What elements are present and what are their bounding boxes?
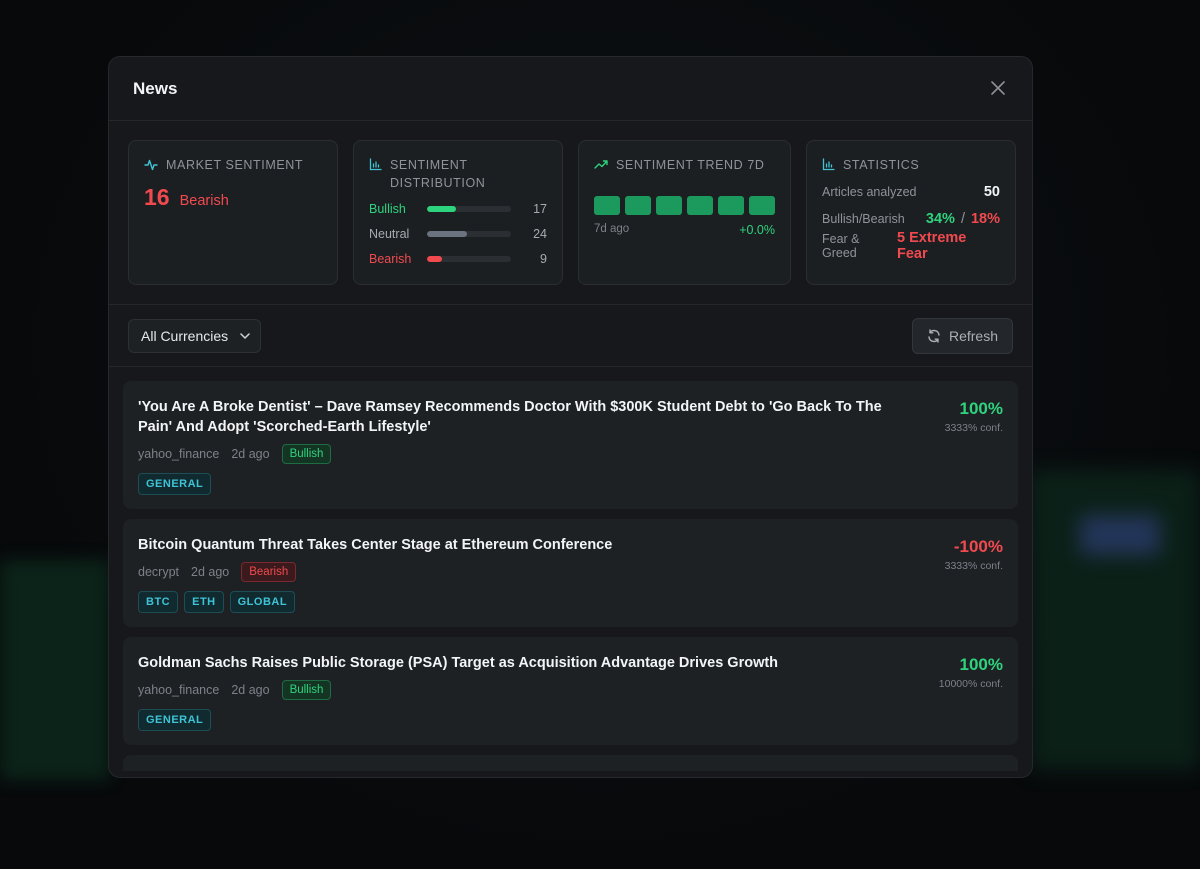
statistics-title: STATISTICS xyxy=(843,158,920,172)
news-source: yahoo_finance xyxy=(138,447,220,461)
currency-tag[interactable]: ETH xyxy=(184,591,224,613)
dist-bar xyxy=(427,230,511,237)
dist-label: Neutral xyxy=(369,226,410,241)
refresh-icon xyxy=(928,328,940,343)
currency-tag[interactable]: GENERAL xyxy=(138,473,212,495)
fear-greed-value: 5 Extreme Fear xyxy=(897,230,967,262)
dist-row-neutral: Neutral 24 xyxy=(369,225,547,242)
close-icon xyxy=(991,80,1005,95)
news-time: 2d ago xyxy=(231,683,270,697)
sentiment-label: Bearish xyxy=(179,193,229,209)
trend-day-block xyxy=(656,196,682,215)
statistics-card: STATISTICS Articles analyzed 50 Bullish/… xyxy=(806,140,1016,285)
articles-value: 50 xyxy=(983,184,1000,200)
trend-title: SENTIMENT TREND 7D xyxy=(616,158,765,172)
news-item-peek xyxy=(123,755,1018,771)
confidence: 10000% conf. xyxy=(938,678,1003,690)
sentiment-badge: Bullish xyxy=(281,680,332,700)
dist-count: 24 xyxy=(533,226,547,241)
trend-day-block xyxy=(718,196,744,215)
toolbar: All Currencies Refresh xyxy=(109,305,1032,367)
news-item[interactable]: 'You Are A Broke Dentist' – Dave Ramsey … xyxy=(123,381,1018,509)
trend-day-block xyxy=(749,196,775,215)
modal-header: News xyxy=(109,57,1032,121)
trending-up-icon xyxy=(594,160,608,169)
sentiment-trend-card: SENTIMENT TREND 7D 7d ago +0.0% xyxy=(578,140,791,285)
currency-tag[interactable]: GLOBAL xyxy=(229,591,296,613)
news-source: yahoo_finance xyxy=(138,683,220,697)
currency-select-value: All Currencies xyxy=(141,327,229,344)
news-list: 'You Are A Broke Dentist' – Dave Ramsey … xyxy=(109,367,1032,771)
dist-fill xyxy=(427,205,456,212)
sentiment-badge: Bullish xyxy=(281,444,332,464)
close-button[interactable] xyxy=(988,79,1008,99)
sentiment-score: 16 xyxy=(144,184,170,210)
ratio-separator: / xyxy=(960,211,965,227)
activity-icon xyxy=(144,159,158,171)
stats-panel: MARKET SENTIMENT 16 Bearish SENTIMENT DI… xyxy=(109,121,1032,305)
trend-change: +0.0% xyxy=(739,223,775,237)
currency-select[interactable]: All Currencies xyxy=(128,318,262,353)
sentiment-badge: Bearish xyxy=(241,562,297,582)
trend-start-label: 7d ago xyxy=(594,223,630,235)
sentiment-score: -100% xyxy=(953,537,1003,556)
dist-bar xyxy=(427,205,511,212)
confidence: 3333% conf. xyxy=(944,422,1003,434)
dist-fill xyxy=(427,230,468,237)
dist-count: 17 xyxy=(533,201,547,216)
articles-label: Articles analyzed xyxy=(822,185,917,199)
chevron-down-icon xyxy=(240,332,250,339)
dist-row-bearish: Bearish 9 xyxy=(369,250,547,267)
ratio-label: Bullish/Bearish xyxy=(822,212,905,226)
market-sentiment-title: MARKET SENTIMENT xyxy=(166,158,304,172)
news-modal: News MARKET SENTIMENT 16 Bearish SENTIME… xyxy=(108,56,1033,778)
dist-bar xyxy=(427,255,511,262)
dist-fill xyxy=(427,255,443,262)
news-time: 2d ago xyxy=(191,565,230,579)
dist-row-bullish: Bullish 17 xyxy=(369,200,547,217)
trend-day-block xyxy=(625,196,651,215)
trend-day-block xyxy=(687,196,713,215)
news-time: 2d ago xyxy=(231,447,270,461)
dist-count: 9 xyxy=(540,251,547,266)
news-title[interactable]: 'You Are A Broke Dentist' – Dave Ramsey … xyxy=(138,399,882,435)
news-item[interactable]: Bitcoin Quantum Threat Takes Center Stag… xyxy=(123,519,1018,627)
currency-tag[interactable]: BTC xyxy=(138,591,179,613)
news-source: decrypt xyxy=(138,565,179,579)
bar-chart-icon xyxy=(369,158,382,171)
market-sentiment-card: MARKET SENTIMENT 16 Bearish xyxy=(128,140,338,285)
news-title[interactable]: Bitcoin Quantum Threat Takes Center Stag… xyxy=(138,537,613,553)
news-item[interactable]: Goldman Sachs Raises Public Storage (PSA… xyxy=(123,637,1018,745)
confidence: 3333% conf. xyxy=(944,560,1003,572)
refresh-button[interactable]: Refresh xyxy=(911,317,1013,354)
trend-blocks xyxy=(594,196,775,215)
modal-title: News xyxy=(133,78,178,98)
distribution-title: SENTIMENT DISTRIBUTION xyxy=(390,158,486,190)
bullish-pct: 34% xyxy=(925,211,955,227)
sentiment-score: 100% xyxy=(959,399,1003,418)
news-title[interactable]: Goldman Sachs Raises Public Storage (PSA… xyxy=(138,655,779,671)
trend-day-block xyxy=(594,196,620,215)
bar-chart-icon xyxy=(822,158,835,171)
dist-label: Bullish xyxy=(369,201,406,216)
fear-greed-label: Fear & Greed xyxy=(822,232,860,260)
bearish-pct: 18% xyxy=(970,211,1000,227)
dist-label: Bearish xyxy=(369,251,412,266)
refresh-label: Refresh xyxy=(948,327,998,344)
sentiment-score: 100% xyxy=(959,655,1003,674)
currency-tag[interactable]: GENERAL xyxy=(138,709,212,731)
sentiment-distribution-card: SENTIMENT DISTRIBUTION Bullish 17 Neutra… xyxy=(353,140,563,285)
